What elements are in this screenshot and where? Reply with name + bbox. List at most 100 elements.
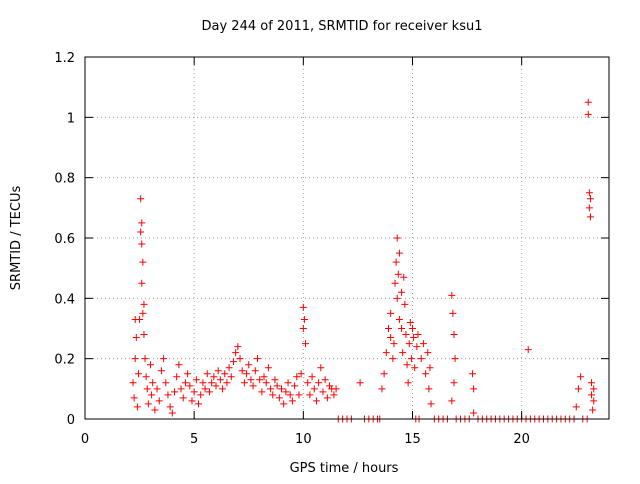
data-point [584, 98, 592, 106]
data-point [140, 331, 148, 339]
data-point [401, 300, 409, 308]
data-point [382, 349, 390, 357]
data-point [256, 376, 264, 384]
data-point [130, 394, 138, 402]
data-point [184, 370, 192, 378]
data-point [299, 303, 307, 311]
data-point [424, 349, 432, 357]
data-point [426, 364, 434, 372]
data-point [332, 385, 340, 393]
data-point [390, 340, 398, 348]
data-point [205, 388, 213, 396]
data-point [323, 394, 331, 402]
y-tick-label: 0 [67, 413, 75, 428]
data-point [273, 382, 281, 390]
data-point [179, 394, 187, 402]
data-point [392, 258, 400, 266]
data-point [422, 370, 430, 378]
data-point [450, 331, 458, 339]
data-point [134, 370, 142, 378]
data-point [138, 279, 146, 287]
data-point [138, 219, 146, 227]
data-point [398, 325, 406, 332]
data-point [253, 355, 261, 363]
y-axis-label: SRMTID / TECUs [9, 186, 24, 291]
data-point [395, 249, 403, 257]
data-point [160, 355, 168, 363]
data-point [197, 391, 205, 399]
data-point [232, 349, 240, 357]
data-point [267, 385, 275, 393]
data-point [330, 391, 338, 399]
data-point [469, 370, 477, 378]
data-point [188, 397, 196, 405]
data-point [175, 361, 183, 369]
data-point [249, 382, 257, 390]
data-point [417, 355, 425, 363]
x-tick-label: 10 [295, 432, 312, 447]
data-point [403, 361, 411, 369]
data-point [284, 379, 292, 387]
data-point [393, 234, 401, 242]
data-point [291, 382, 299, 390]
data-point [585, 204, 593, 212]
data-point [470, 385, 478, 393]
data-point [308, 373, 316, 381]
data-point [208, 379, 216, 387]
x-axis-label: GPS time / hours [290, 461, 399, 476]
data-points [129, 98, 598, 423]
grid-lines [85, 57, 609, 419]
y-tick-label: 0.2 [54, 353, 75, 368]
data-point [258, 388, 266, 396]
data-point [448, 291, 456, 299]
data-point [411, 364, 419, 372]
data-point [310, 385, 318, 393]
data-point [300, 315, 308, 323]
data-point [419, 340, 427, 348]
data-point [589, 406, 597, 414]
data-point [225, 364, 233, 372]
data-point [275, 394, 283, 402]
data-point [166, 403, 174, 411]
data-point [142, 373, 150, 381]
data-point [297, 370, 305, 378]
data-point [181, 379, 189, 387]
data-point [315, 379, 323, 387]
data-point [177, 385, 185, 393]
x-tick-label: 5 [190, 432, 198, 447]
data-point [171, 388, 179, 396]
data-point [132, 334, 140, 342]
data-point [140, 300, 148, 308]
data-point [190, 388, 198, 396]
data-point [586, 195, 594, 203]
data-point [151, 406, 159, 414]
y-tick-label: 0.6 [54, 232, 75, 247]
data-point [219, 385, 227, 393]
data-point [143, 385, 151, 393]
data-point [247, 376, 255, 384]
data-point [153, 385, 161, 393]
data-point [271, 376, 279, 384]
data-point [139, 309, 147, 317]
data-point [243, 370, 251, 378]
data-point [203, 370, 211, 378]
data-point [387, 334, 395, 342]
data-point [221, 370, 229, 378]
x-tick-label: 0 [81, 432, 89, 447]
chart-title: Day 244 of 2011, SRMTID for receiver ksu… [202, 19, 483, 34]
data-point [164, 391, 172, 399]
data-point [141, 355, 149, 363]
axis-ticks: 0 0.2 0.4 0.6 0.8 1 1.2 0 5 10 15 20 [54, 51, 609, 447]
data-point [406, 318, 414, 326]
data-point [405, 340, 413, 348]
data-point [162, 379, 170, 387]
data-point [173, 373, 181, 381]
data-point [410, 334, 418, 342]
data-point [319, 388, 327, 396]
data-point [395, 315, 403, 323]
y-tick-label: 0.4 [54, 292, 75, 307]
data-point [147, 361, 154, 369]
data-point [139, 258, 147, 266]
